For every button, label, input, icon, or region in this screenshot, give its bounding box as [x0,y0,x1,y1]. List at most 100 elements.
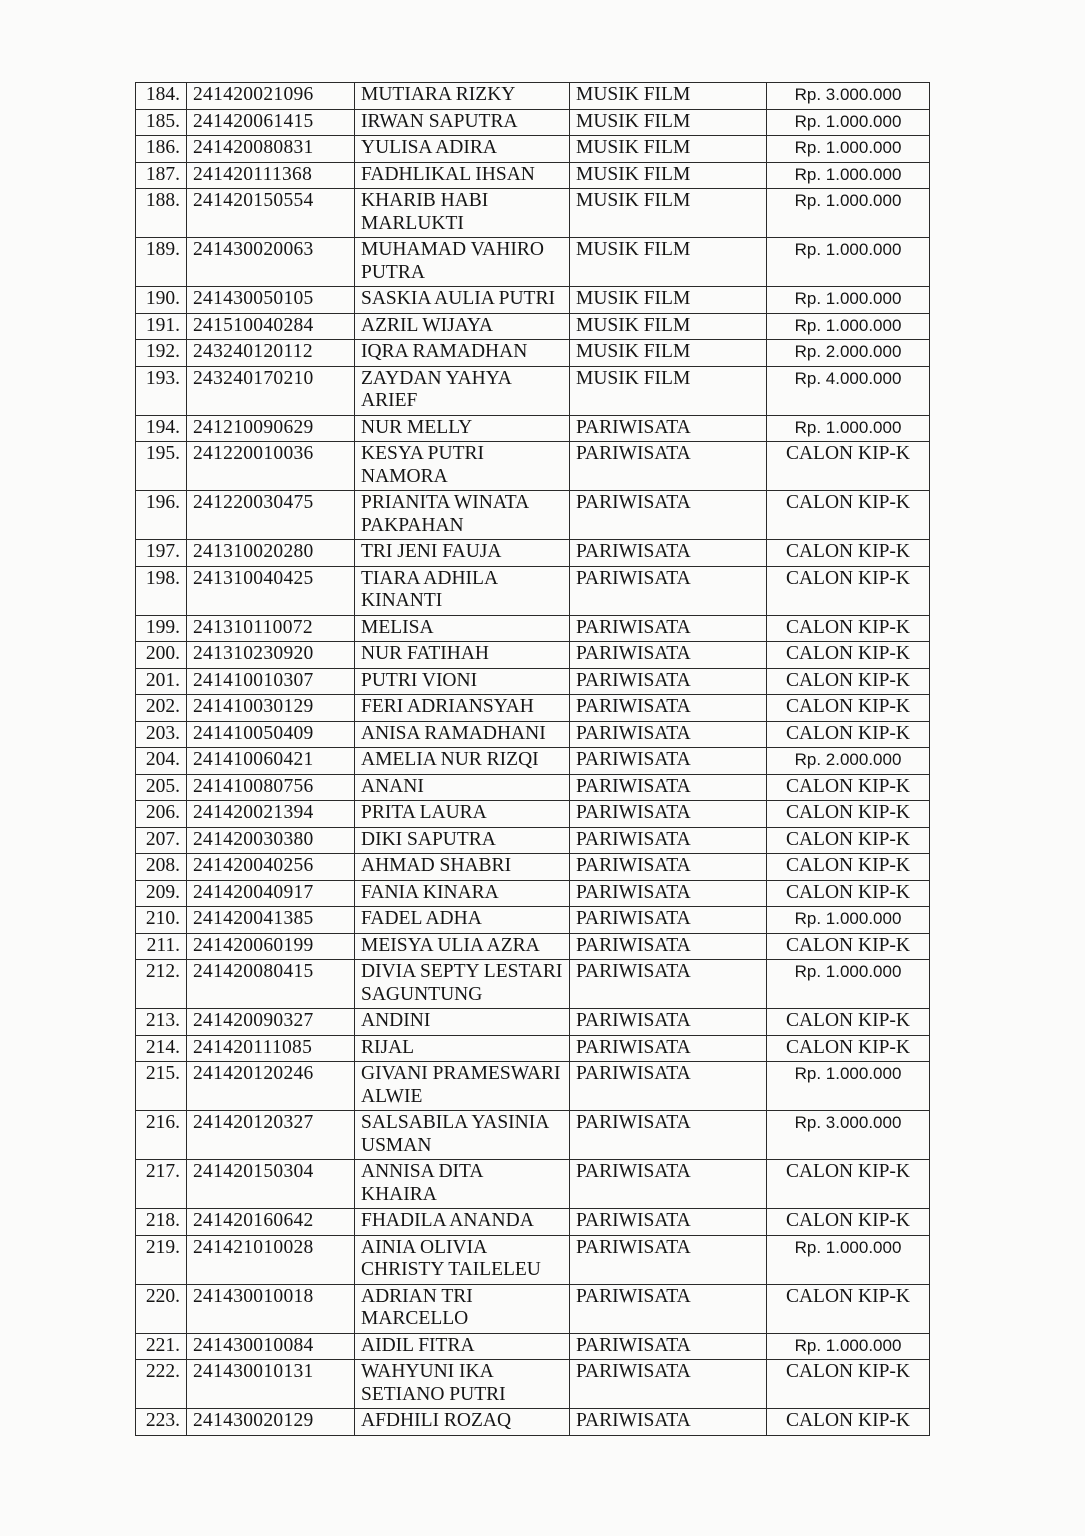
study-program-cell: PARIWISATA [569,1332,767,1360]
student-id-cell: 241410080756 [186,773,355,801]
student-name-cell: MEISYA ULIA AZRA [354,932,570,960]
student-id-cell: 241420150554 [186,188,355,238]
student-name-cell: NUR MELLY [354,414,570,442]
table-row: 213. 241420090327 ANDINI PARIWISATA CALON KI… [135,1008,930,1036]
student-name-cell: PUTRI VIONI [354,667,570,695]
student-name-cell: ZAYDAN YAHYA ARIEF [354,365,570,416]
table-row: 214. 241420111085 RIJAL PARIWISATA CALON KIP… [135,1034,930,1062]
table-row: 194. 241210090629 NUR MELLY PARIWISATA Rp. 1… [135,414,930,442]
table-row: 192. 243240120112 IQRA RAMADHAN MUSIK FILM R… [135,339,930,367]
amount-cell: Rp. 1.000.000 [766,286,930,314]
student-name-cell: MUTIARA RIZKY [354,82,570,110]
row-number: 190. [135,286,187,314]
row-number: 218. [135,1208,187,1236]
study-program-cell: PARIWISATA [569,879,767,907]
student-id-cell: 241410060421 [186,747,355,775]
study-program-cell: PARIWISATA [569,1208,767,1236]
amount-cell: Rp. 1.000.000 [766,312,930,340]
table-row: 216. 241420120327 SALSABILA YASINIA USMAN P… [135,1110,930,1160]
student-name-cell: ANANI [354,773,570,801]
table-row: 219. 241421010028 AINIA OLIVIA CHRISTY TAI… [135,1234,930,1285]
table-row: 197. 241310020280 TRI JENI FAUJA PARIWISATA… [135,539,930,567]
amount-cell: Rp. 1.000.000 [766,135,930,163]
study-program-cell: MUSIK FILM [569,135,767,163]
row-number: 215. [135,1061,187,1111]
student-name-cell: IRWAN SAPUTRA [354,108,570,136]
student-id-cell: 241430020063 [186,237,355,287]
student-id-cell: 241410010307 [186,667,355,695]
student-name-cell: KHARIB HABI MARLUKTI [354,188,570,238]
student-name-cell: SALSABILA YASINIA USMAN [354,1110,570,1160]
study-program-cell: PARIWISATA [569,773,767,801]
amount-cell: CALON KIP-K [766,614,930,642]
amount-cell: CALON KIP-K [766,932,930,960]
study-program-cell: MUSIK FILM [569,312,767,340]
study-program-cell: PARIWISATA [569,441,767,491]
table-row: 198. 241310040425 TIARA ADHILA KINANTI PARI… [135,565,930,616]
study-program-cell: MUSIK FILM [569,237,767,287]
row-number: 221. [135,1332,187,1360]
student-name-cell: ANISA RAMADHANI [354,720,570,748]
student-id-cell: 241420060199 [186,932,355,960]
table-row: 201. 241410010307 PUTRI VIONI PARIWISATA CAL… [135,667,930,695]
study-program-cell: PARIWISATA [569,667,767,695]
student-id-cell: 241220030475 [186,490,355,540]
student-id-cell: 241310110072 [186,614,355,642]
amount-cell: CALON KIP-K [766,539,930,567]
student-id-cell: 241420111368 [186,161,355,189]
table-row: 206. 241420021394 PRITA LAURA PARIWISATA CAL… [135,800,930,828]
amount-cell: CALON KIP-K [766,1159,930,1209]
table-row: 186. 241420080831 YULISA ADIRA MUSIK FILM Rp… [135,135,930,163]
student-name-cell: PRITA LAURA [354,800,570,828]
row-number: 186. [135,135,187,163]
amount-cell: CALON KIP-K [766,1034,930,1062]
amount-cell: CALON KIP-K [766,800,930,828]
student-id-cell: 241420160642 [186,1208,355,1236]
amount-cell: Rp. 1.000.000 [766,1061,930,1111]
table-row: 211. 241420060199 MEISYA ULIA AZRA PARIWISA… [135,932,930,960]
amount-cell: CALON KIP-K [766,1008,930,1036]
table-row: 187. 241420111368 FADHLIKAL IHSAN MUSIK FIL… [135,161,930,189]
study-program-cell: PARIWISATA [569,1159,767,1209]
row-number: 199. [135,614,187,642]
row-number: 222. [135,1359,187,1409]
student-name-cell: TIARA ADHILA KINANTI [354,565,570,616]
row-number: 217. [135,1159,187,1209]
study-program-cell: PARIWISATA [569,853,767,881]
amount-cell: CALON KIP-K [766,826,930,854]
student-name-cell: RIJAL [354,1034,570,1062]
row-number: 191. [135,312,187,340]
row-number: 207. [135,826,187,854]
row-number: 198. [135,565,187,616]
student-id-cell: 241420021394 [186,800,355,828]
student-id-cell: 241310020280 [186,539,355,567]
student-id-cell: 241430010084 [186,1332,355,1360]
row-number: 216. [135,1110,187,1160]
study-program-cell: MUSIK FILM [569,339,767,367]
amount-cell: Rp. 3.000.000 [766,82,930,110]
student-name-cell: FADEL ADHA [354,906,570,934]
amount-cell: Rp. 1.000.000 [766,1234,930,1285]
table-row: 209. 241420040917 FANIA KINARA PARIWISATA CA… [135,879,930,907]
student-id-cell: 241420111085 [186,1034,355,1062]
student-id-cell: 241220010036 [186,441,355,491]
table-row: 200. 241310230920 NUR FATIHAH PARIWISATA CAL… [135,641,930,669]
row-number: 220. [135,1283,187,1334]
row-number: 208. [135,853,187,881]
study-program-cell: PARIWISATA [569,1008,767,1036]
amount-cell: CALON KIP-K [766,879,930,907]
student-name-cell: ANDINI [354,1008,570,1036]
amount-cell: Rp. 1.000.000 [766,959,930,1009]
table-row: 218. 241420160642 FHADILA ANANDA PARIWISATA… [135,1208,930,1236]
study-program-cell: PARIWISATA [569,826,767,854]
study-program-cell: PARIWISATA [569,1034,767,1062]
row-number: 211. [135,932,187,960]
student-name-cell: FADHLIKAL IHSAN [354,161,570,189]
study-program-cell: PARIWISATA [569,1110,767,1160]
student-name-cell: ADRIAN TRI MARCELLO [354,1283,570,1334]
study-program-cell: PARIWISATA [569,694,767,722]
student-name-cell: DIKI SAPUTRA [354,826,570,854]
study-program-cell: MUSIK FILM [569,108,767,136]
row-number: 195. [135,441,187,491]
student-name-cell: MUHAMAD VAHIRO PUTRA [354,237,570,287]
